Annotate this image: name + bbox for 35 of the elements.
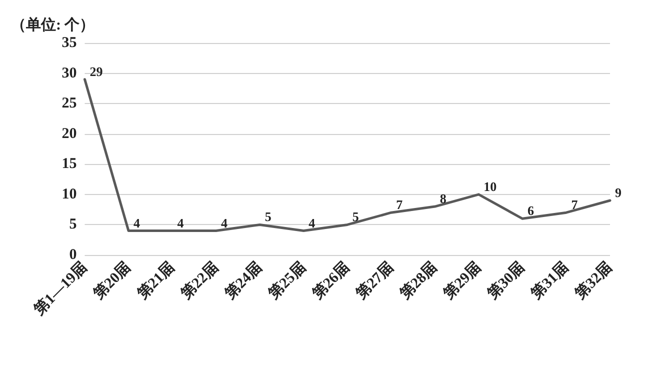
data-label: 6 <box>527 203 534 218</box>
data-label: 7 <box>571 197 578 212</box>
y-tick-label: 25 <box>62 96 77 112</box>
data-label: 4 <box>177 215 184 230</box>
x-tick-label: 第22届 <box>177 258 222 304</box>
data-label: 5 <box>352 209 360 224</box>
y-tick-label: 10 <box>62 186 77 202</box>
y-tick-label: 5 <box>69 216 77 233</box>
x-tick-label: 第29届 <box>440 258 484 304</box>
data-label: 29 <box>90 64 104 79</box>
x-tick-label: 第31届 <box>527 258 572 304</box>
y-tick-label: 35 <box>62 35 77 51</box>
y-axis-title: （单位: 个） <box>10 16 95 34</box>
y-tick-label: 30 <box>62 65 77 82</box>
data-label: 7 <box>396 197 404 212</box>
data-label: 8 <box>440 191 447 206</box>
x-tick-label: 第20届 <box>90 258 134 304</box>
data-label: 4 <box>221 215 228 230</box>
x-tick-label: 第28届 <box>396 258 441 304</box>
x-tick-label: 第27届 <box>352 258 397 304</box>
data-label: 5 <box>264 209 272 224</box>
x-tick-label: 第26届 <box>308 258 354 304</box>
data-label: 9 <box>615 184 622 200</box>
y-tick-label: 15 <box>62 156 77 172</box>
y-tick-label: 20 <box>62 126 77 142</box>
x-tick-label: 第24届 <box>220 258 266 304</box>
data-label: 4 <box>134 215 141 230</box>
x-tick-label: 第25届 <box>264 258 310 304</box>
x-tick-label: 第21届 <box>133 258 178 304</box>
data-label: 10 <box>484 178 497 194</box>
line-series <box>83 78 612 232</box>
data-label: 4 <box>308 215 316 230</box>
x-tick-label: 第32届 <box>571 258 616 304</box>
y-tick-label: 0 <box>69 247 77 263</box>
x-tick-label: 第30届 <box>484 258 528 304</box>
